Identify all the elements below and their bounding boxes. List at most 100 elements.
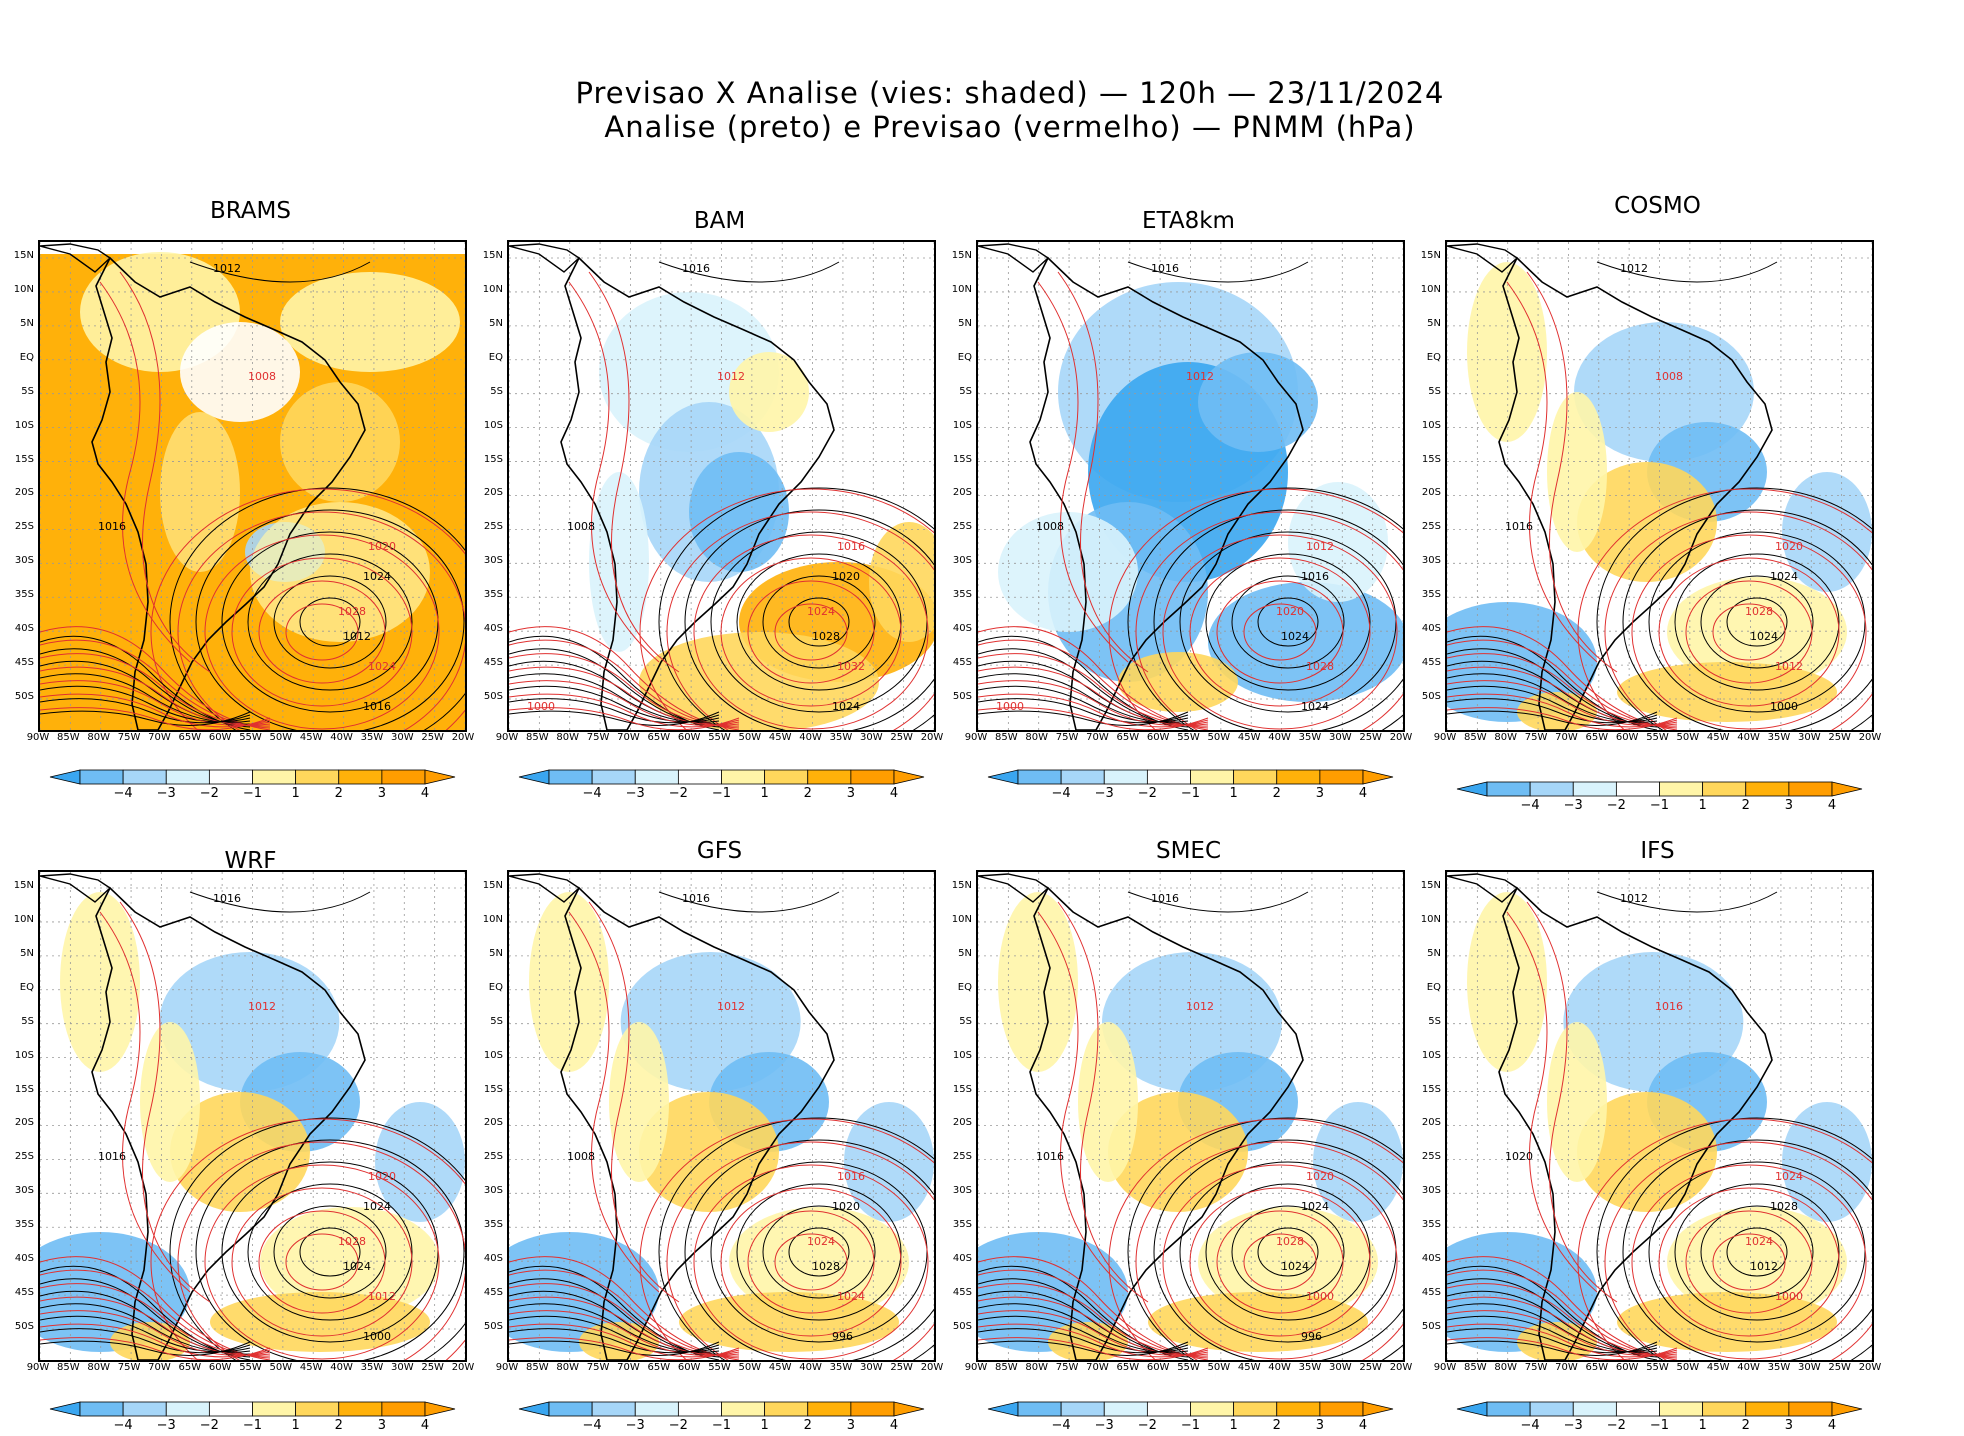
lon-tick-label: 50W xyxy=(1207,732,1231,743)
colorbar-label: 1 xyxy=(1229,1418,1238,1433)
isobar-label: 996 xyxy=(832,1330,853,1343)
lon-tick-label: 80W xyxy=(556,1362,580,1373)
lon-tick-label: 65W xyxy=(1116,1362,1140,1373)
isobar-label: 1000 xyxy=(363,1330,391,1343)
colorbar-label: −1 xyxy=(1180,1418,1201,1433)
lat-tick-label: 20S xyxy=(952,487,972,499)
colorbar-label: 2 xyxy=(803,786,812,801)
isobar-label: 1000 xyxy=(1775,1290,1803,1303)
colorbar-label: −2 xyxy=(668,1418,688,1433)
lon-tick-label: 85W xyxy=(526,732,549,743)
isobar-label: 1016 xyxy=(363,700,391,713)
map-area xyxy=(1445,870,1874,1362)
lat-tick-label: 10S xyxy=(1421,419,1441,431)
lon-tick-label: 25W xyxy=(1828,1362,1851,1373)
lat-tick-label: 5N xyxy=(20,947,34,959)
lon-tick-label: 70W xyxy=(617,732,640,743)
lat-tick-label: 40S xyxy=(952,1253,972,1265)
lon-tick-label: 40W xyxy=(1737,732,1760,743)
isobar-label: 1020 xyxy=(368,1170,396,1183)
colorbar-label: −1 xyxy=(1180,786,1201,801)
isobar-label: 1016 xyxy=(837,1170,865,1183)
lon-tick-label: 30W xyxy=(1328,1362,1352,1373)
isobar-label: 1000 xyxy=(1306,1290,1334,1303)
lat-tick-label: EQ xyxy=(488,351,503,363)
lat-tick-label: EQ xyxy=(957,351,972,363)
lat-tick-label: 15S xyxy=(1421,1083,1441,1095)
isobar-label: 1024 xyxy=(363,1200,391,1213)
panel-title: SMEC xyxy=(1155,838,1222,864)
lat-tick-label: 15S xyxy=(952,453,972,465)
lat-tick-label: 40S xyxy=(483,1253,503,1265)
map-svg xyxy=(1447,242,1872,730)
lon-tick-label: 35W xyxy=(1298,732,1322,743)
colorbar-label: −3 xyxy=(1094,786,1114,801)
colorbar-label: −2 xyxy=(1606,1418,1626,1433)
isobar-label: 1008 xyxy=(567,520,595,533)
lat-tick-label: 10S xyxy=(483,1049,503,1061)
lat-tick-label: EQ xyxy=(19,351,34,363)
isobar-label: 1024 xyxy=(1775,1170,1803,1183)
isobar-label: 1016 xyxy=(1151,892,1179,905)
lon-tick-label: 30W xyxy=(1797,1362,1821,1373)
colorbar-label: 3 xyxy=(846,1418,856,1433)
lon-tick-label: 80W xyxy=(556,732,580,743)
lat-tick-label: 15N xyxy=(1420,880,1441,891)
lat-tick-label: 45S xyxy=(14,1287,34,1299)
lat-tick-label: 35S xyxy=(1421,589,1441,601)
lat-tick-label: 30S xyxy=(952,555,972,567)
isobar-label: 1012 xyxy=(1306,540,1334,553)
isobar-label: 1028 xyxy=(1276,1235,1304,1248)
lat-tick-label: 5N xyxy=(1427,317,1441,329)
isobar-label: 1016 xyxy=(213,892,241,905)
lat-tick-label: 5S xyxy=(1428,1015,1441,1027)
lon-tick-label: 20W xyxy=(1389,732,1413,743)
isobar-label: 1016 xyxy=(837,540,865,553)
lon-tick-label: 25W xyxy=(890,1362,913,1373)
colorbar-label: 4 xyxy=(1358,786,1368,801)
lat-tick-label: 15S xyxy=(14,453,34,465)
isobar-label: 1028 xyxy=(338,1235,366,1248)
lon-tick-label: 40W xyxy=(330,732,353,743)
isobar-label: 1008 xyxy=(1655,370,1683,383)
title-line-2: Analise (preto) e Previsao (vermelho) — … xyxy=(604,110,1416,144)
lat-tick-label: 15S xyxy=(483,453,503,465)
colorbar-wrap xyxy=(48,1400,457,1422)
colorbar-label: 1 xyxy=(1698,798,1707,813)
colorbar-label: −1 xyxy=(242,1418,263,1433)
lat-tick-label: 50S xyxy=(952,691,972,703)
isobar-label: 1028 xyxy=(1770,1200,1798,1213)
lat-tick-label: 5S xyxy=(21,385,34,397)
lon-tick-label: 30W xyxy=(390,1362,414,1373)
lon-tick-label: 90W xyxy=(495,1362,519,1373)
map-svg xyxy=(40,872,465,1360)
isobar-label: 1008 xyxy=(567,1150,595,1163)
lon-tick-label: 50W xyxy=(1676,732,1700,743)
lat-tick-label: EQ xyxy=(19,981,34,993)
lon-tick-label: 50W xyxy=(738,732,762,743)
colorbar-label: −4 xyxy=(113,1418,133,1433)
lat-tick-label: 15N xyxy=(951,250,972,261)
lat-tick-label: 40S xyxy=(14,623,34,635)
lat-tick-label: 20S xyxy=(952,1117,972,1129)
colorbar-wrap xyxy=(517,1400,926,1422)
isobar-label: 1024 xyxy=(1281,630,1309,643)
lat-tick-label: 10S xyxy=(14,419,34,431)
figure-title: Previsao X Analise (vies: shaded) — 120h… xyxy=(0,76,1964,144)
lat-tick-label: 10S xyxy=(14,1049,34,1061)
colorbar-label: 4 xyxy=(420,1418,430,1433)
colorbar-label: 2 xyxy=(1741,798,1750,813)
lat-tick-label: 30S xyxy=(1421,1185,1441,1197)
lon-tick-label: 50W xyxy=(738,1362,762,1373)
colorbar-label: −3 xyxy=(625,786,645,801)
lon-tick-label: 80W xyxy=(1025,1362,1049,1373)
lat-tick-label: 40S xyxy=(952,623,972,635)
lat-tick-label: 15S xyxy=(952,1083,972,1095)
panel-title: COSMO xyxy=(1614,193,1701,219)
map-area xyxy=(38,240,467,732)
colorbar-label: −2 xyxy=(1137,786,1157,801)
lat-tick-label: 30S xyxy=(14,1185,34,1197)
colorbar-label: 4 xyxy=(889,1418,899,1433)
lat-tick-label: 5S xyxy=(1428,385,1441,397)
colorbar-label: 4 xyxy=(420,786,430,801)
